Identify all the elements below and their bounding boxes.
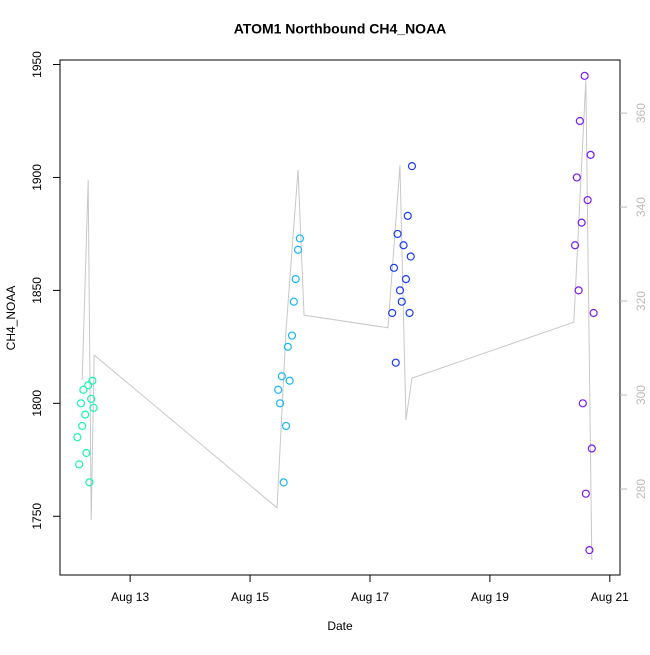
point xyxy=(578,399,587,408)
point xyxy=(277,372,286,381)
point xyxy=(406,252,415,261)
point xyxy=(395,286,405,295)
x-tick-label: Aug 19 xyxy=(471,590,509,604)
y2-tick-label: 360 xyxy=(634,103,648,123)
point xyxy=(274,385,283,394)
y2-tick-label: 320 xyxy=(634,291,648,311)
point xyxy=(403,211,412,220)
point xyxy=(87,394,96,403)
x-tick-label: Aug 17 xyxy=(351,590,389,604)
point xyxy=(572,173,581,182)
plot-frame xyxy=(59,59,621,576)
point xyxy=(586,150,595,159)
point xyxy=(88,376,97,385)
point xyxy=(574,286,583,295)
point xyxy=(283,342,292,351)
point xyxy=(73,433,82,442)
y-tick-label: 1950 xyxy=(30,51,44,78)
chart-title: ATOM1 Northbound CH4_NOAA xyxy=(234,21,447,37)
point xyxy=(81,410,90,419)
point xyxy=(388,308,397,318)
y-tick-label: 1900 xyxy=(30,164,44,191)
point xyxy=(85,478,94,487)
point xyxy=(79,385,88,394)
y2-tick-label: 280 xyxy=(634,479,648,499)
point xyxy=(289,297,298,306)
point xyxy=(279,478,288,487)
point xyxy=(295,234,304,243)
point xyxy=(397,297,406,306)
y-tick-label: 1750 xyxy=(30,503,44,530)
point xyxy=(585,546,594,555)
trace-line xyxy=(81,80,593,560)
point xyxy=(287,331,297,340)
y2-tick-label: 340 xyxy=(634,197,648,217)
x-tick-label: Aug 21 xyxy=(591,590,629,604)
point xyxy=(75,460,84,469)
point xyxy=(393,229,402,239)
point xyxy=(399,241,408,250)
point xyxy=(405,308,414,318)
point xyxy=(581,489,590,498)
point xyxy=(82,448,91,458)
point xyxy=(580,71,589,80)
point xyxy=(89,403,98,412)
point xyxy=(589,308,598,318)
point xyxy=(570,241,580,250)
point xyxy=(391,358,400,367)
x-tick-label: Aug 13 xyxy=(111,590,149,604)
point xyxy=(78,421,87,431)
point xyxy=(275,399,285,408)
point xyxy=(291,275,300,284)
point xyxy=(587,444,596,453)
y2-tick-label: 300 xyxy=(634,385,648,405)
y-axis-label: CH4_NOAA xyxy=(4,286,18,351)
x-axis-label: Date xyxy=(327,619,353,633)
point xyxy=(285,376,294,385)
y-tick-label: 1850 xyxy=(30,277,44,304)
point xyxy=(84,381,93,390)
point xyxy=(281,421,291,431)
point xyxy=(293,245,303,254)
point xyxy=(577,218,586,227)
x-tick-label: Aug 15 xyxy=(231,590,269,604)
point xyxy=(401,275,411,284)
point xyxy=(583,195,592,205)
point xyxy=(575,116,584,126)
point xyxy=(407,162,417,171)
point xyxy=(389,263,399,272)
point xyxy=(76,399,86,408)
y-tick-label: 1800 xyxy=(30,390,44,417)
